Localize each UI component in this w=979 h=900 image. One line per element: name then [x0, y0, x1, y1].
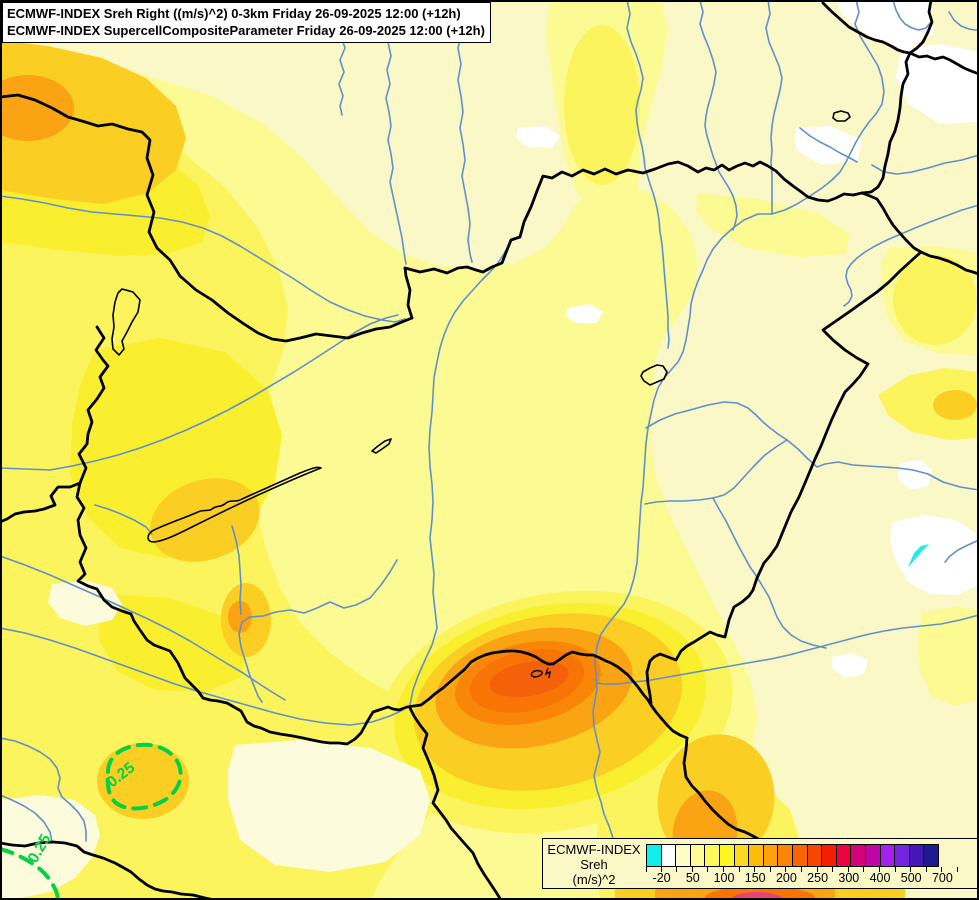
lake-neusiedl: [111, 288, 141, 356]
legend-tick: [660, 867, 662, 872]
legend-swatch: [908, 844, 925, 867]
legend-tick-label: 200: [775, 871, 797, 885]
legend-tick: [847, 867, 849, 872]
legend-swatch-row: [646, 844, 939, 867]
legend-tick: [925, 867, 927, 872]
legend-tick: [646, 867, 647, 872]
legend-tick: [691, 867, 693, 872]
legend-swatch: [864, 844, 881, 867]
legend-tick: [754, 867, 756, 872]
legend-tick: [723, 867, 724, 872]
negative-sreh-cyan-patch: [908, 544, 929, 567]
legend-text-block: ECMWF-INDEX Sreh (m/s)^2: [543, 842, 645, 887]
legend-units-label: (m/s)^2: [572, 872, 616, 887]
small-lake-ne: [832, 110, 851, 122]
legend-swatch: [704, 844, 720, 867]
legend-swatch: [923, 844, 939, 867]
legend-tick-label: 150: [744, 871, 766, 885]
legend-swatch: [850, 844, 866, 867]
legend-tick-label: 400: [869, 871, 891, 885]
hotspot-mini-contours: [530, 667, 551, 679]
legend-swatch: [879, 844, 896, 867]
legend-swatch: [646, 844, 662, 867]
lake-balaton: [147, 466, 322, 543]
legend-swatch: [718, 844, 735, 867]
legend-swatch: [835, 844, 852, 867]
legend-tick: [801, 867, 802, 872]
legend-tick-label: -20: [652, 871, 671, 885]
legend-tick: [894, 867, 896, 872]
lake-velence: [371, 438, 392, 454]
legend-tick: [957, 867, 958, 872]
lake-outlines: [111, 110, 851, 543]
legend-swatch: [748, 844, 764, 867]
legend-tick: [910, 867, 912, 872]
legend-tick: [738, 867, 740, 872]
supercell-contours: [0, 742, 183, 900]
legend-product-label: ECMWF-INDEX: [547, 842, 641, 857]
legend-tick-label: 250: [807, 871, 829, 885]
legend-swatch: [777, 844, 793, 867]
legend-swatch: [689, 844, 706, 867]
legend-tick-label: 300: [838, 871, 860, 885]
legend-tick: [707, 867, 709, 872]
legend-swatch: [762, 844, 779, 867]
legend-tick: [769, 867, 771, 872]
legend-tick-label: 700: [931, 871, 953, 885]
legend-tick: [676, 867, 678, 872]
legend-tick: [879, 867, 880, 872]
legend-tick-label: 50: [685, 871, 700, 885]
legend-tick: [832, 867, 834, 872]
map-title-line-2: ECMWF-INDEX SupercellCompositeParameter …: [7, 23, 485, 38]
legend-color-scale: -20 50 100 150 200 250 300 400 500 700: [646, 844, 964, 886]
legend-tick-row: [646, 867, 964, 872]
legend-tick: [785, 867, 787, 872]
legend-tick: [863, 867, 865, 872]
map-title-box: ECMWF-INDEX Sreh Right ((m/s)^2) 0-3km F…: [2, 2, 491, 43]
legend-swatch: [806, 844, 823, 867]
map-title-line-1: ECMWF-INDEX Sreh Right ((m/s)^2) 0-3km F…: [7, 6, 461, 21]
legend-swatch: [660, 844, 677, 867]
legend-tick: [816, 867, 818, 872]
lake-tisza: [640, 364, 668, 386]
legend-variable-label: Sreh: [580, 857, 608, 872]
legend-swatch: [894, 844, 910, 867]
legend-tick-label: 500: [900, 871, 922, 885]
legend: ECMWF-INDEX Sreh (m/s)^2 -20 50 100 150 200 2…: [542, 838, 978, 889]
legend-tick-label: 100: [713, 871, 735, 885]
legend-swatch: [733, 844, 750, 867]
legend-swatch: [791, 844, 808, 867]
rivers: [0, 0, 979, 875]
legend-label-row: -20 50 100 150 200 250 300 400 500 700: [646, 871, 964, 886]
legend-tick: [941, 867, 943, 872]
legend-swatch: [675, 844, 691, 867]
legend-swatch: [821, 844, 837, 867]
